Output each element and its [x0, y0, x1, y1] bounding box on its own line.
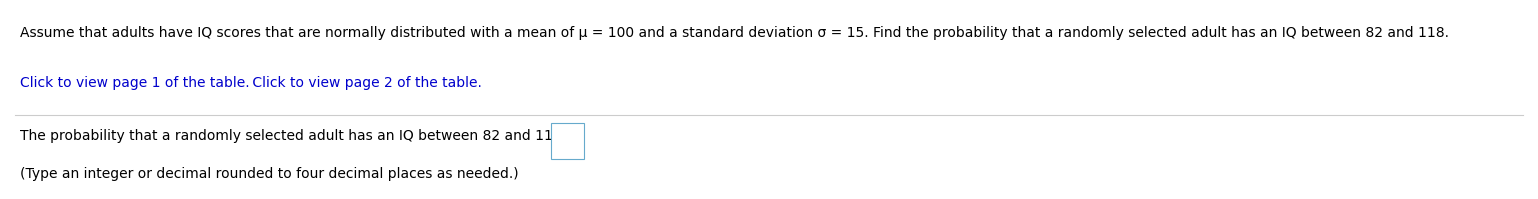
- Text: Assume that adults have IQ scores that are normally distributed with a mean of μ: Assume that adults have IQ scores that a…: [20, 26, 1449, 40]
- Text: (Type an integer or decimal rounded to four decimal places as needed.): (Type an integer or decimal rounded to f…: [20, 167, 518, 181]
- FancyBboxPatch shape: [551, 123, 584, 159]
- Text: Click to view page 2 of the table.: Click to view page 2 of the table.: [248, 76, 481, 90]
- Text: Click to view page 1 of the table.: Click to view page 1 of the table.: [20, 76, 249, 90]
- Text: The probability that a randomly selected adult has an IQ between 82 and 118 is: The probability that a randomly selected…: [20, 129, 577, 143]
